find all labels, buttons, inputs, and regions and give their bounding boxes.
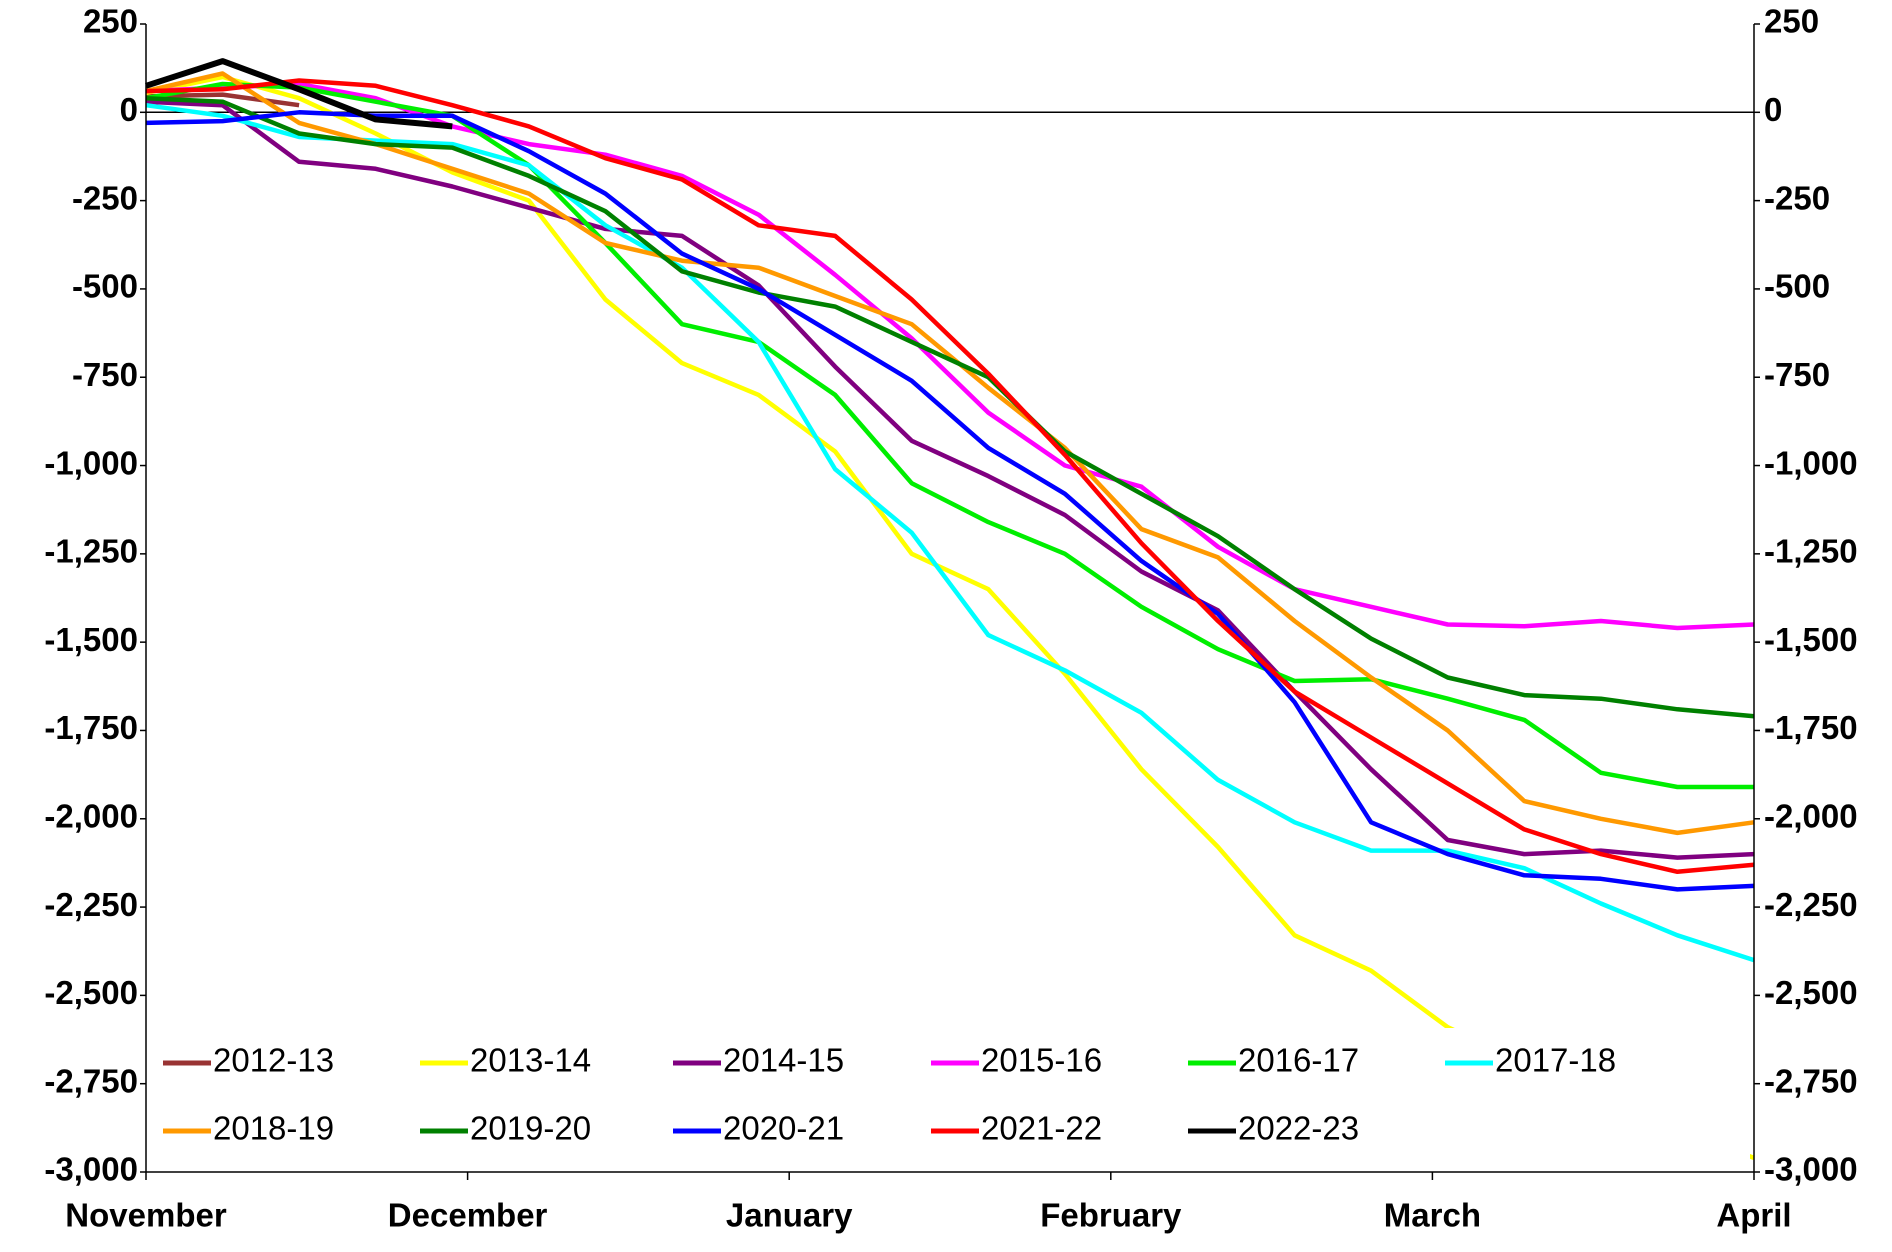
y2-tick-label: -2,250 xyxy=(1764,886,1858,923)
y-tick-label: -500 xyxy=(72,268,138,305)
y-tick-label: -1,750 xyxy=(44,709,138,746)
y2-tick-label: -2,000 xyxy=(1764,797,1858,834)
y-tick-label: -2,750 xyxy=(44,1062,138,1099)
legend-label: 2017-18 xyxy=(1495,1042,1616,1079)
x-tick-label: December xyxy=(388,1197,548,1234)
y-tick-label: -1,250 xyxy=(44,533,138,570)
y-tick-label: 0 xyxy=(120,91,138,128)
series-line xyxy=(145,110,1755,892)
series-line xyxy=(145,95,1755,719)
x-tick-label: January xyxy=(726,1197,853,1234)
legend-label: 2016-17 xyxy=(1238,1042,1359,1079)
y2-tick-label: -1,000 xyxy=(1764,444,1858,481)
series-line xyxy=(145,92,300,108)
x-tick-label: April xyxy=(1716,1197,1791,1234)
y-tick-label: -3,000 xyxy=(44,1151,138,1188)
legend: 2012-13 2013-14 2014-15 2015-16 2016-17 2017-… xyxy=(150,1028,1750,1168)
y-tick-label: -750 xyxy=(72,356,138,393)
legend-label: 2014-15 xyxy=(723,1042,844,1079)
series-line xyxy=(145,71,1755,836)
legend-label: 2020-21 xyxy=(723,1110,844,1147)
legend-label: 2018-19 xyxy=(213,1110,334,1147)
y2-tick-label: -750 xyxy=(1764,356,1830,393)
legend-label: 2019-20 xyxy=(470,1110,591,1147)
series-line xyxy=(145,81,1754,790)
y2-tick-label: -3,000 xyxy=(1764,1151,1858,1188)
series-line xyxy=(145,58,453,130)
y-tick-label: -2,500 xyxy=(44,974,138,1011)
y-tick-label: -1,000 xyxy=(44,444,138,481)
series-line xyxy=(145,81,1755,631)
y2-tick-label: -1,750 xyxy=(1764,709,1858,746)
y2-tick-label: -2,500 xyxy=(1764,974,1858,1011)
x-tick-label: February xyxy=(1040,1197,1182,1234)
series-line xyxy=(145,78,1755,875)
y2-tick-label: -1,250 xyxy=(1764,533,1858,570)
y2-tick-label: -1,500 xyxy=(1764,621,1858,658)
y-tick-label: -250 xyxy=(72,179,138,216)
legend-box xyxy=(150,1028,1750,1168)
series-line xyxy=(145,99,1755,860)
y2-tick-label: 0 xyxy=(1764,91,1782,128)
y2-tick-label: -250 xyxy=(1764,179,1830,216)
series-line xyxy=(145,74,1755,1161)
y2-tick-label: -500 xyxy=(1764,268,1830,305)
legend-label: 2022-23 xyxy=(1238,1110,1359,1147)
y-tick-label: 250 xyxy=(83,3,138,40)
y-tick-label: -2,000 xyxy=(44,797,138,834)
legend-label: 2015-16 xyxy=(981,1042,1102,1079)
y-tick-label: -2,250 xyxy=(44,886,138,923)
x-tick-label: November xyxy=(65,1197,227,1234)
x-tick-label: March xyxy=(1384,1197,1481,1234)
y2-tick-label: -2,750 xyxy=(1764,1062,1858,1099)
series-line xyxy=(145,102,1755,963)
legend-label: 2013-14 xyxy=(470,1042,591,1079)
y2-tick-label: 250 xyxy=(1764,3,1819,40)
y-tick-label: -1,500 xyxy=(44,621,138,658)
legend-label: 2012-13 xyxy=(213,1042,334,1079)
legend-label: 2021-22 xyxy=(981,1110,1102,1147)
